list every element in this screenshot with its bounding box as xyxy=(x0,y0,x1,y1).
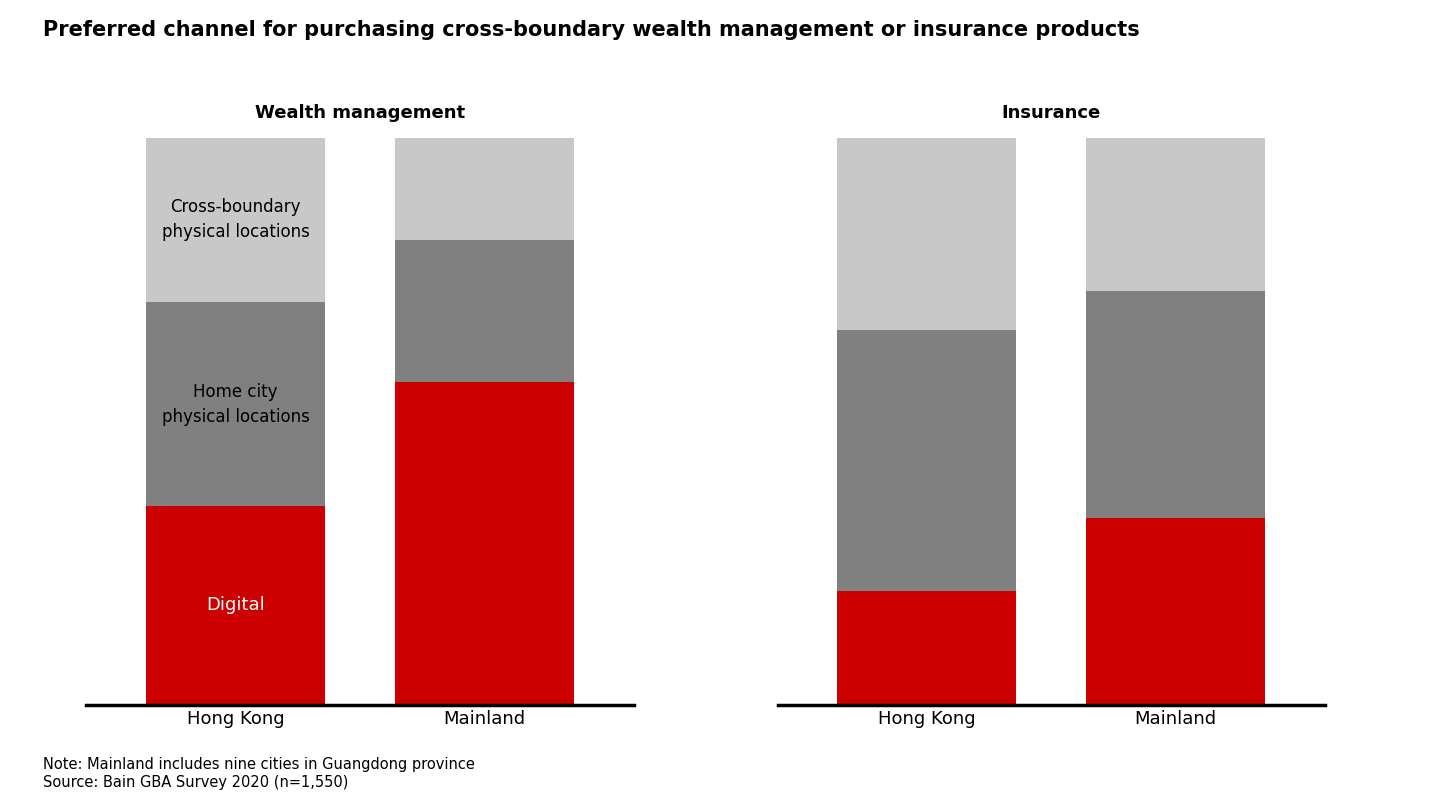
Bar xyxy=(1086,138,1266,291)
Bar xyxy=(837,138,1017,330)
Title: Insurance: Insurance xyxy=(1002,104,1100,122)
Bar xyxy=(145,302,325,506)
Text: Digital: Digital xyxy=(206,596,265,615)
Bar xyxy=(1086,291,1266,518)
Bar xyxy=(1086,518,1266,705)
Text: Note: Mainland includes nine cities in Guangdong province
Source: Bain GBA Surve: Note: Mainland includes nine cities in G… xyxy=(43,757,475,790)
Bar xyxy=(395,382,575,705)
Bar xyxy=(395,138,575,240)
Bar xyxy=(145,138,325,302)
Bar xyxy=(837,591,1017,705)
Bar xyxy=(395,240,575,382)
Text: Preferred channel for purchasing cross-boundary wealth management or insurance p: Preferred channel for purchasing cross-b… xyxy=(43,20,1140,40)
Bar xyxy=(145,506,325,705)
Text: Cross-boundary
physical locations: Cross-boundary physical locations xyxy=(161,198,310,241)
Bar xyxy=(837,330,1017,591)
Text: Home city
physical locations: Home city physical locations xyxy=(161,382,310,426)
Title: Wealth management: Wealth management xyxy=(255,104,465,122)
